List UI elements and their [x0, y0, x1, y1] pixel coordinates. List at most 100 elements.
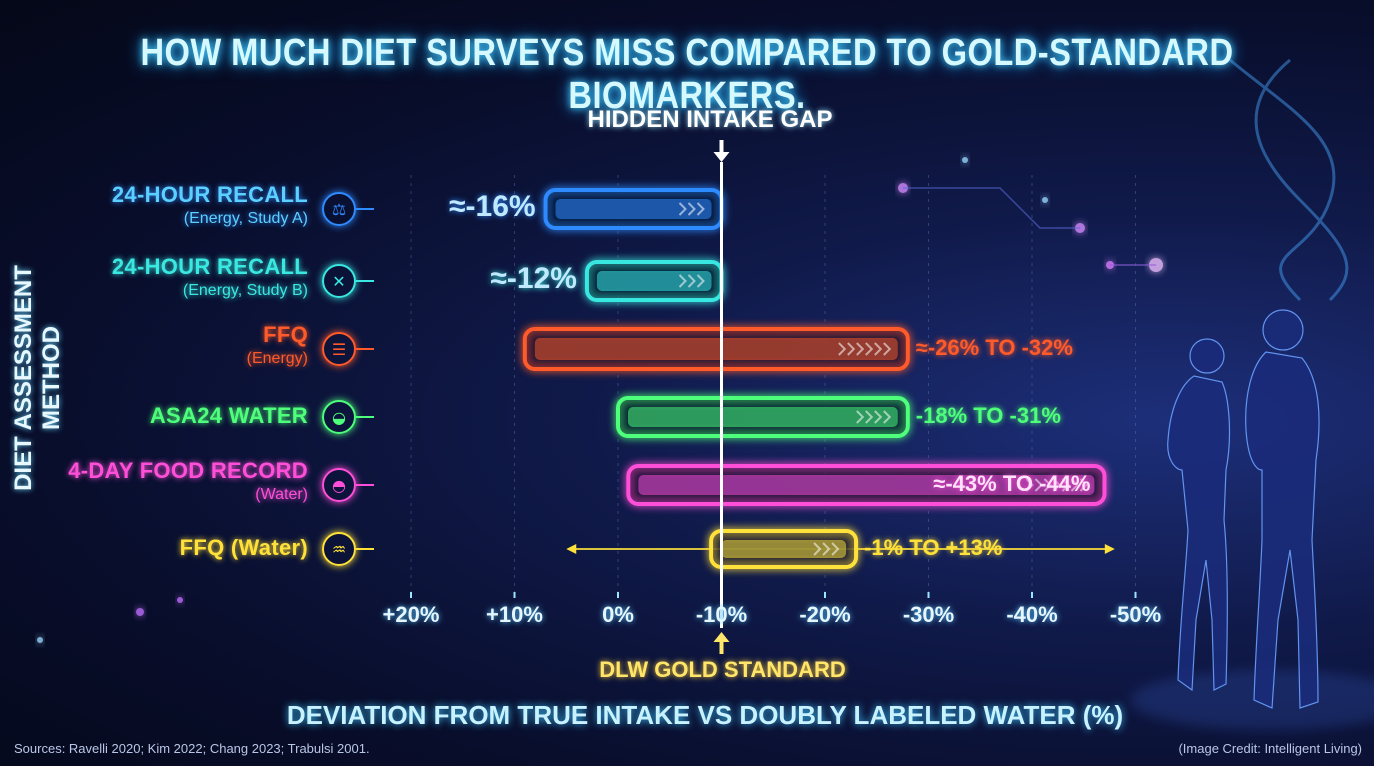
bar-group — [616, 396, 910, 438]
row-label-title: 24-HOUR RECALL — [111, 254, 308, 279]
dlw-gold-standard-label: DLW GOLD STANDARD — [599, 657, 846, 682]
bar-chevron — [838, 342, 847, 356]
bar-chevron — [883, 410, 892, 424]
x-tick-label: -10% — [695, 602, 748, 627]
x-tick-label: +10% — [486, 602, 543, 627]
water-drop-icon: ◒ — [322, 400, 356, 434]
bar-value-label: ≈-16% — [449, 190, 536, 223]
row-label-title: FFQ — [263, 322, 308, 347]
bar-group — [584, 260, 724, 302]
row-label-title: 24-HOUR RECALL — [111, 182, 308, 207]
bar-group — [566, 529, 1115, 569]
glass-icon: ♒ — [322, 532, 356, 566]
glow-node — [898, 183, 908, 193]
row-label-subtitle: (Energy) — [246, 350, 308, 367]
x-tick-label: 0% — [602, 602, 634, 627]
glow-node — [177, 597, 183, 603]
bar-value-label: -1% TO +13% — [864, 535, 1003, 560]
circuit-line — [903, 187, 1080, 229]
row-connector — [356, 348, 374, 350]
bar-inner-fill — [596, 271, 712, 291]
water-drop-icon: ◓ — [322, 468, 356, 502]
bar-chevron — [678, 274, 687, 288]
dna-helix-decoration — [1229, 58, 1349, 302]
row-label-subtitle: (Water) — [255, 486, 308, 503]
glow-node — [136, 608, 144, 616]
bar-chevron — [831, 542, 840, 556]
glow-node — [962, 157, 968, 163]
down-arrow-icon — [713, 140, 730, 162]
sources-note: Sources: Ravelli 2020; Kim 2022; Chang 2… — [14, 741, 370, 756]
bar-value-label: ≈-43% TO -44% — [933, 471, 1091, 496]
bar-chevron — [856, 342, 865, 356]
bar-inner-fill — [721, 540, 847, 558]
bar-chevron — [874, 342, 883, 356]
chart-title: HOW MUCH DIET SURVEYS MISS COMPARED TO G… — [140, 32, 1234, 117]
bar-value-label: -18% TO -31% — [915, 403, 1061, 428]
bar-group — [626, 464, 1107, 506]
x-tick-label: -30% — [902, 602, 955, 627]
row-label: 24-HOUR RECALL (Energy, Study A) — [48, 182, 308, 228]
row-label-title: 4-DAY FOOD RECORD — [68, 458, 308, 483]
background-network — [37, 157, 1163, 643]
bar-inner-fill — [638, 475, 1095, 495]
x-axis-title: DEVIATION FROM TRUE INTAKE VS DOUBLY LAB… — [286, 700, 1124, 730]
human-silhouettes-decoration — [1130, 309, 1374, 730]
x-tick-label: +20% — [382, 602, 440, 627]
row-label-subtitle: (Energy, Study A) — [183, 210, 308, 227]
row-connector — [356, 484, 374, 486]
x-tick-label: -20% — [799, 602, 851, 627]
bar-chevron — [1052, 478, 1061, 492]
bar-chevron — [687, 202, 696, 216]
bar-chevron — [1070, 478, 1079, 492]
bar-inner-fill — [555, 199, 712, 219]
row-label-title: FFQ (Water) — [179, 535, 308, 560]
bar-chevron — [1034, 478, 1043, 492]
range-arrow-head — [1104, 544, 1115, 554]
reference-layer — [713, 140, 730, 654]
row-label: 24-HOUR RECALL (Energy, Study B) — [48, 254, 308, 300]
row-label: ASA24 WATER — [48, 403, 308, 429]
row-connector — [356, 208, 374, 210]
bar-chevron — [696, 274, 705, 288]
bar-value-label: ≈-12% — [490, 262, 577, 295]
glow-node — [1042, 197, 1048, 203]
row-label: FFQ (Energy) — [48, 322, 308, 368]
bar-chevron — [813, 542, 822, 556]
glow-node — [1075, 223, 1085, 233]
bar-chevron — [687, 274, 696, 288]
weight-scale-icon: ⚖ — [322, 192, 356, 226]
row-connector — [356, 280, 374, 282]
dna-icon: ✕ — [322, 264, 356, 298]
bar-chevron — [1079, 478, 1088, 492]
hidden-intake-gap-label: HIDDEN INTAKE GAP — [587, 106, 833, 133]
x-tick-label: -50% — [1109, 602, 1162, 627]
bar-inner-fill — [628, 407, 898, 427]
row-connector — [356, 416, 374, 418]
bar-group — [522, 327, 910, 371]
bar-chevron — [1043, 478, 1052, 492]
bar-chevron — [847, 342, 856, 356]
bar-chevron — [856, 410, 865, 424]
bar-chevron — [1061, 478, 1070, 492]
row-label-title: ASA24 WATER — [149, 403, 308, 428]
bar-group — [543, 188, 724, 230]
bar-chevron — [874, 410, 883, 424]
glow-node — [37, 637, 43, 643]
row-label: 4-DAY FOOD RECORD (Water) — [48, 458, 308, 504]
row-label: FFQ (Water) — [48, 535, 308, 561]
image-credit: (Image Credit: Intelligent Living) — [1178, 741, 1362, 756]
bar-chevron — [883, 342, 892, 356]
bar-chevron — [865, 342, 874, 356]
bar-value-label: ≈-26% TO -32% — [915, 335, 1073, 360]
bars-layer — [522, 188, 1115, 569]
up-arrow-icon — [713, 632, 730, 654]
bar-chevron — [822, 542, 831, 556]
bar-chevron — [678, 202, 687, 216]
row-label-subtitle: (Energy, Study B) — [182, 282, 308, 299]
x-tick-label: -40% — [1006, 602, 1058, 627]
row-connector — [356, 548, 374, 550]
bar-inner-fill — [534, 338, 898, 360]
bar-chevron — [865, 410, 874, 424]
